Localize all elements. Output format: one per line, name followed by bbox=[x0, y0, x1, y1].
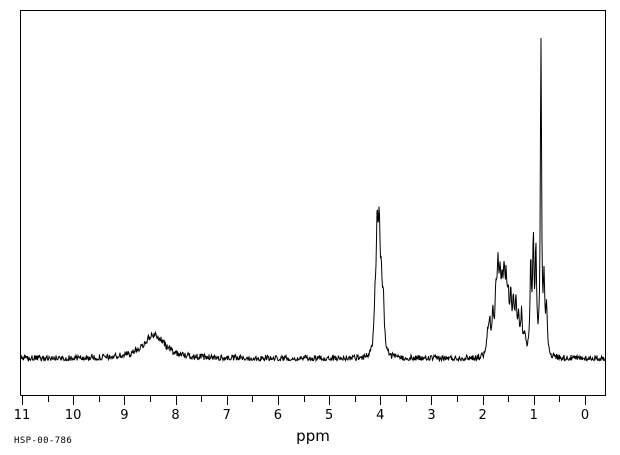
x-axis-tick-label: 6 bbox=[274, 408, 282, 423]
x-axis-tick-label: 5 bbox=[325, 408, 333, 423]
plot-frame bbox=[19, 9, 607, 397]
x-axis-tick-label: 2 bbox=[478, 408, 486, 423]
x-axis-ticks bbox=[21, 396, 587, 405]
x-axis-tick-labels: 11 10 9 8 7 6 5 4 3 2 1 0 bbox=[14, 408, 589, 423]
spectrum-trace bbox=[20, 37, 606, 363]
x-axis-tick-label: 3 bbox=[427, 408, 435, 423]
x-axis-tick-label: 10 bbox=[65, 408, 82, 423]
x-axis-tick-label: 9 bbox=[120, 408, 128, 423]
x-axis-tick-label: 4 bbox=[376, 408, 384, 423]
x-axis-tick-label: 11 bbox=[14, 408, 31, 423]
x-axis-tick-label: 8 bbox=[171, 408, 179, 423]
sample-id-label: HSP-00-786 bbox=[14, 436, 72, 446]
x-axis-tick-label: 0 bbox=[581, 408, 589, 423]
x-axis-tick-label: 1 bbox=[530, 408, 538, 423]
x-axis-tick-label: 7 bbox=[223, 408, 231, 423]
x-axis-title: ppm bbox=[296, 427, 330, 445]
